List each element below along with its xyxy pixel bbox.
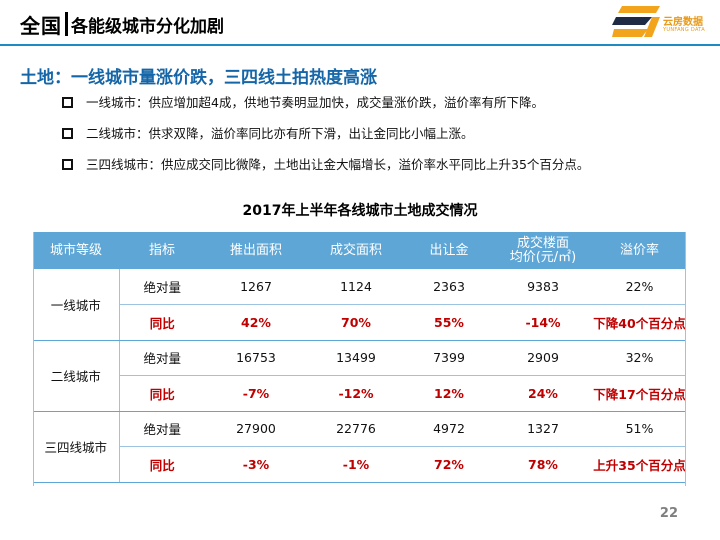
metric-label: 绝对量 [119, 411, 205, 447]
table-cell: 1124 [307, 269, 405, 305]
table-cell: 9383 [493, 269, 593, 305]
bullet-text: 三四线城市：供应成交同比微降，土地出让金大幅增长，溢价率水平同比上升35个百分点… [86, 157, 590, 172]
bullet-item: 一线城市：供应增加超4成，供地节奏明显加快，成交量涨价跌，溢价率有所下降。 [62, 94, 702, 125]
column-header: 出让金 [405, 232, 493, 269]
column-header: 溢价率 [593, 232, 686, 269]
table-cell: 51% [593, 411, 686, 447]
table-cell: 55% [405, 304, 493, 341]
header-rule [0, 44, 720, 46]
table-cell: 32% [593, 340, 686, 376]
column-header: 城市等级 [33, 232, 119, 269]
bullet-item: 二线城市：供求双降，溢价率同比亦有所下滑，出让金同比小幅上涨。 [62, 125, 702, 156]
bullet-item: 三四线城市：供应成交同比微降，土地出让金大幅增长，溢价率水平同比上升35个百分点… [62, 156, 702, 187]
logo-mark-icon [612, 6, 660, 37]
city-tier-cell: 二线城市 [33, 340, 120, 412]
table-row: 二线城市 绝对量 16753 13499 7399 2909 32% [33, 340, 686, 412]
metric-label: 同比 [119, 375, 205, 412]
table-cell: 4972 [405, 411, 493, 447]
page-subtitle: 各能级城市分化加剧 [71, 16, 224, 37]
table-row-yoy: 同比 -7% -12% 12% 24% 下降17个百分点 [33, 375, 686, 412]
table-cell: 22776 [307, 411, 405, 447]
bullet-square-icon [62, 97, 73, 108]
column-header: 指标 [119, 232, 205, 269]
bullet-square-icon [62, 159, 73, 170]
table-cell: 13499 [307, 340, 405, 376]
table-cell: 下降17个百分点 [593, 375, 686, 412]
bullet-square-icon [62, 128, 73, 139]
page-header: 全国 各能级城市分化加剧 [20, 10, 224, 38]
table-row: 三四线城市 绝对量 27900 22776 4972 1327 51% [33, 411, 686, 483]
table-cell: -1% [307, 446, 405, 483]
table-cell: 2363 [405, 269, 493, 305]
column-header-line: 均价(元/㎡) [509, 249, 577, 265]
table-cell: 上升35个百分点 [593, 446, 686, 483]
table-header-row: 城市等级 指标 推出面积 成交面积 出让金 成交楼面 均价(元/㎡) 溢价率 [33, 232, 686, 269]
table-cell: -14% [493, 304, 593, 341]
logo-name-en: YUNFANG DATA [663, 27, 705, 33]
table-cell: -12% [307, 375, 405, 412]
table-cell: -3% [205, 446, 307, 483]
table-cell: 1327 [493, 411, 593, 447]
table-cell: 7399 [405, 340, 493, 376]
table-cell: 24% [493, 375, 593, 412]
table-cell: 72% [405, 446, 493, 483]
title-divider [65, 12, 68, 36]
page-title: 全国 [20, 13, 62, 38]
table-cell: 16753 [205, 340, 307, 376]
land-transaction-table: 城市等级 指标 推出面积 成交面积 出让金 成交楼面 均价(元/㎡) 溢价率 一… [33, 232, 686, 483]
table-title: 2017年上半年各线城市土地成交情况 [242, 203, 478, 219]
column-header-line: 成交楼面 [516, 235, 569, 251]
metric-label: 绝对量 [119, 340, 205, 376]
section-heading: 土地：一线城市量涨价跌，三四线土拍热度高涨 [20, 68, 377, 88]
metric-label: 绝对量 [119, 269, 205, 305]
table-row: 一线城市 绝对量 1267 1124 2363 9383 22% [33, 269, 686, 341]
bullet-text: 一线城市：供应增加超4成，供地节奏明显加快，成交量涨价跌，溢价率有所下降。 [86, 95, 544, 110]
table-cell: 下降40个百分点 [593, 304, 686, 341]
table-cell: 1267 [205, 269, 307, 305]
city-tier-cell: 一线城市 [33, 269, 120, 341]
table-row-yoy: 同比 42% 70% 55% -14% 下降40个百分点 [33, 304, 686, 341]
table-cell: 78% [493, 446, 593, 483]
table-cell: 22% [593, 269, 686, 305]
column-header: 成交楼面 均价(元/㎡) [493, 232, 593, 269]
column-header: 成交面积 [307, 232, 405, 269]
table-cell: -7% [205, 375, 307, 412]
metric-label: 同比 [119, 446, 205, 483]
city-tier-cell: 三四线城市 [33, 411, 120, 483]
table-cell: 70% [307, 304, 405, 341]
table-row-yoy: 同比 -3% -1% 72% 78% 上升35个百分点 [33, 446, 686, 483]
bullet-list: 一线城市：供应增加超4成，供地节奏明显加快，成交量涨价跌，溢价率有所下降。 二线… [62, 94, 702, 187]
table-cell: 42% [205, 304, 307, 341]
logo-name-cn: 云房数据 [663, 17, 703, 28]
page-number: 22 [659, 506, 678, 521]
bullet-text: 二线城市：供求双降，溢价率同比亦有所下滑，出让金同比小幅上涨。 [86, 126, 474, 141]
column-header: 推出面积 [205, 232, 307, 269]
table-cell: 27900 [205, 411, 307, 447]
metric-label: 同比 [119, 304, 205, 341]
brand-logo: 云房数据 YUNFANG DATA [612, 4, 712, 40]
table-cell: 12% [405, 375, 493, 412]
table-cell: 2909 [493, 340, 593, 376]
